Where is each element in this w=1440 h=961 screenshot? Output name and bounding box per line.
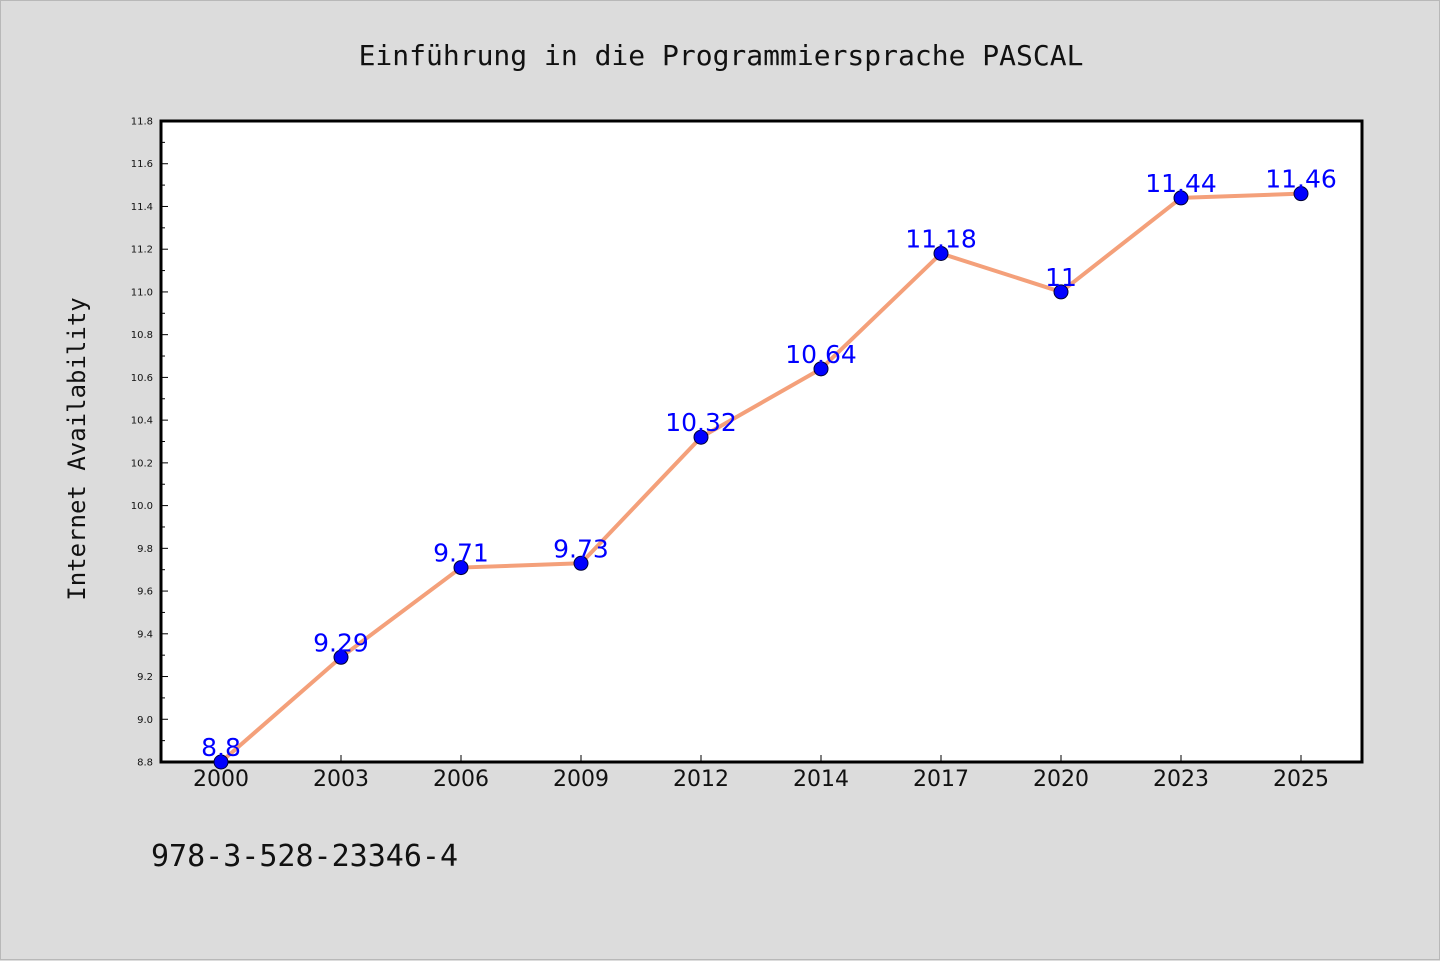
data-point: [573, 555, 589, 571]
y-tick-label: 11.0: [131, 287, 153, 298]
plot-area: [159, 119, 1364, 764]
y-tick-label: 10.6: [131, 373, 153, 384]
y-tick-label: 10.4: [131, 416, 153, 427]
x-tick-label: 2023: [1153, 767, 1209, 792]
data-point: [333, 649, 349, 665]
x-tick-label: 2009: [553, 767, 609, 792]
isbn-text: 978-3-528-23346-4: [151, 839, 458, 874]
y-tick-label: 9.8: [137, 544, 153, 555]
series-line-group: [219, 191, 1303, 764]
y-axis: 8.8 9.0 9.2 9.4 9.6 9.8 10.0 10.2 10.4 10.6 10.8 11…: [131, 117, 168, 769]
x-tick-label: 2003: [313, 767, 369, 792]
data-markers: [213, 186, 1309, 770]
y-tick-label: 10.8: [131, 330, 153, 341]
data-label: 11: [1045, 263, 1077, 292]
x-tick-label: 2017: [913, 767, 969, 792]
y-axis-label: Internet Availability: [63, 297, 91, 600]
y-tick-label: 11.4: [131, 202, 153, 213]
y-tick-label: 8.8: [137, 758, 153, 769]
data-point: [1053, 284, 1069, 300]
data-point: [693, 429, 709, 445]
y-tick-label: 10.0: [131, 501, 153, 512]
data-label: 11.18: [905, 224, 977, 253]
data-label: 9.29: [313, 628, 369, 657]
y-tick-label: 10.2: [131, 458, 153, 469]
x-tick-label: 2020: [1033, 767, 1089, 792]
x-tick-label: 2025: [1273, 767, 1329, 792]
y-tick-label: 9.0: [137, 715, 153, 726]
y-tick-label: 9.6: [137, 587, 153, 598]
data-point: [213, 754, 229, 770]
y-tick-label: 9.2: [137, 672, 153, 683]
data-point: [813, 361, 829, 377]
x-tick-label: 2006: [433, 767, 489, 792]
y-tick-label: 11.2: [131, 245, 153, 256]
x-tick-label: 2000: [193, 767, 249, 792]
x-tick-label: 2012: [673, 767, 729, 792]
data-point: [453, 560, 469, 576]
data-point: [1293, 186, 1309, 202]
data-label: 10.32: [665, 408, 737, 437]
data-label: 10.64: [785, 340, 857, 369]
data-point: [1173, 190, 1189, 206]
data-label: 9.71: [433, 539, 489, 568]
data-label: 9.73: [553, 534, 609, 563]
data-point: [933, 245, 949, 261]
series-line: [219, 191, 1303, 764]
x-tick-label: 2014: [793, 767, 849, 792]
data-label: 8.8: [201, 733, 241, 762]
data-labels: 8.8 9.29 9.71 9.73 10.32 10.64 11.18 11 11.44 11.…: [201, 165, 1337, 762]
y-tick-label: 11.8: [131, 117, 153, 128]
data-label: 11.46: [1265, 165, 1337, 194]
y-tick-label: 9.4: [137, 629, 153, 640]
data-label: 11.44: [1145, 169, 1217, 198]
x-axis: 2000 2003 2006 2009 2012 2014 2017 2020 2023 2025: [193, 755, 1329, 792]
y-tick-label: 11.6: [131, 159, 153, 170]
chart-title: Einführung in die Programmiersprache PAS…: [359, 39, 1084, 72]
